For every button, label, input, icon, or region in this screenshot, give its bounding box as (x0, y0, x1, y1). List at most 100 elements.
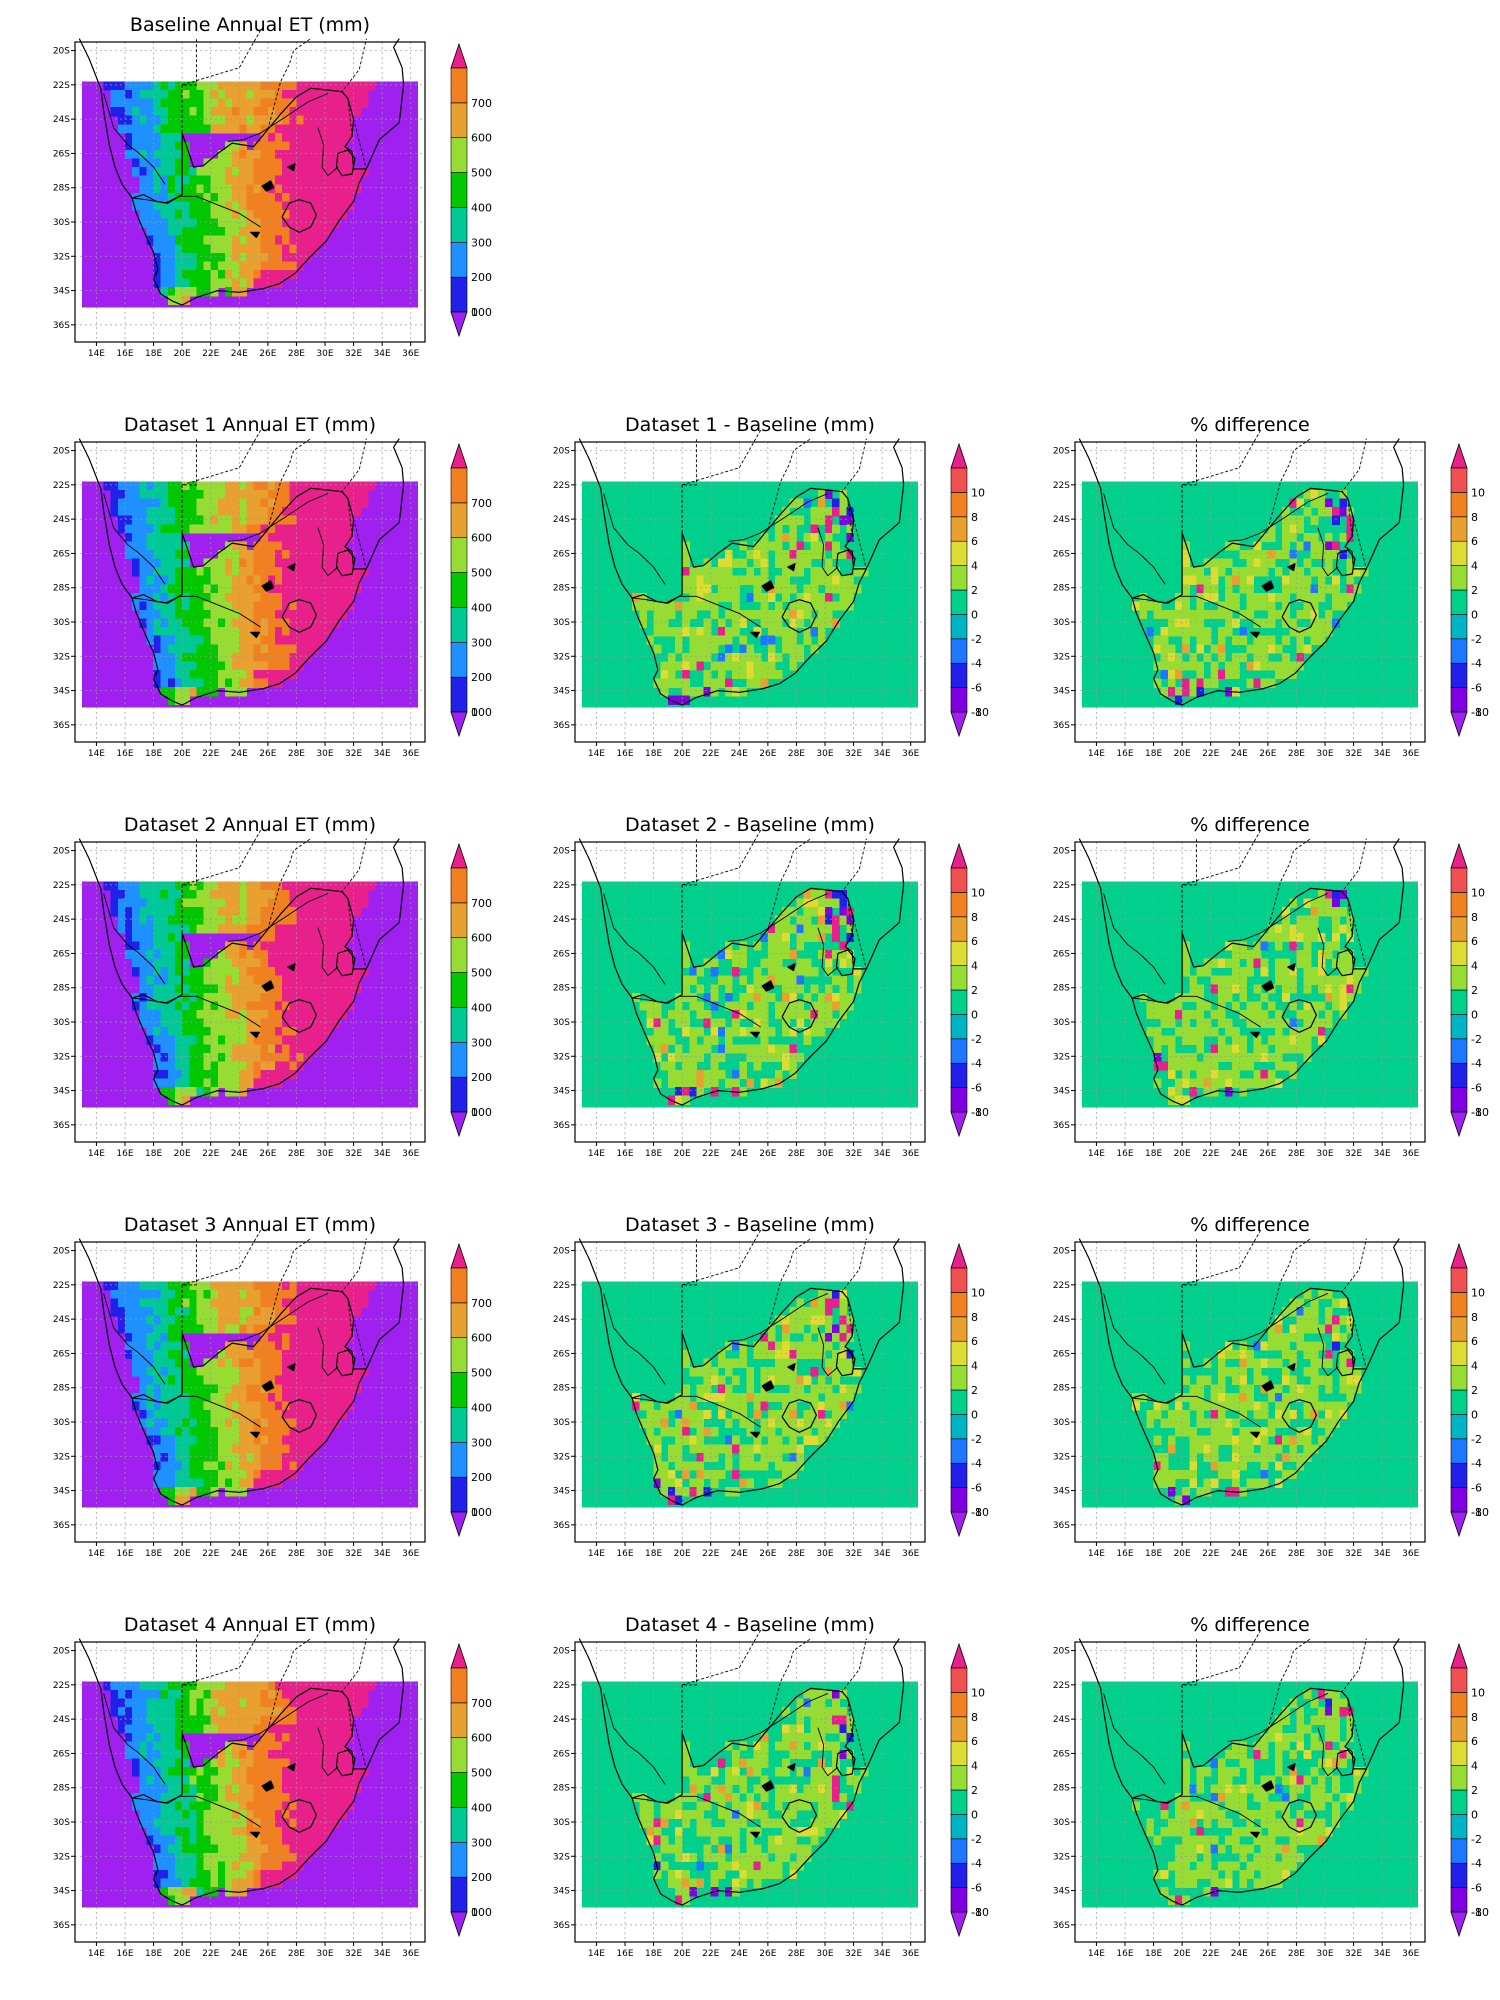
colorbar-label: 400 (471, 601, 492, 614)
lat-tick-label: 28S (1053, 984, 1070, 994)
colorbar: -10-8 -6 -4 -2 0 2 4 6 8 10 (1450, 1642, 1489, 1938)
lat-tick-label: 28S (53, 184, 70, 194)
colorbar-label: 100 (471, 1106, 492, 1119)
lon-tick-label: 30E (1316, 1549, 1333, 1559)
colorbar-label: 2 (1471, 1384, 1478, 1397)
data-grid (82, 1281, 418, 1508)
colorbar-label: -4 (1471, 657, 1482, 670)
lat-tick-label: 28S (553, 584, 570, 594)
lon-tick-label: 26E (1259, 749, 1276, 759)
colorbar-label: 0 (1471, 1808, 1478, 1821)
colorbar-label: 8 (1471, 511, 1478, 524)
colorbar-label: 10 (971, 1686, 985, 1699)
colorbar-label: -8 (1471, 1906, 1482, 1919)
lat-tick-label: 30S (553, 1018, 570, 1028)
graticule (75, 1242, 425, 1542)
lon-tick-label: 22E (702, 1549, 719, 1559)
lon-tick-label: 16E (1116, 1549, 1133, 1559)
colorbar-label: 4 (1471, 1360, 1478, 1373)
colorbar-label: 200 (471, 671, 492, 684)
colorbar-label: -2 (1471, 1833, 1482, 1846)
lon-tick-label: 18E (145, 349, 162, 359)
lon-tick-label: 26E (1259, 1949, 1276, 1959)
lat-tick-label: 30S (1053, 1418, 1070, 1428)
colorbar-label: 0 (1471, 1008, 1478, 1021)
lon-tick-label: 26E (259, 349, 276, 359)
colorbar-label: 2 (971, 1384, 978, 1397)
lon-tick-label: 24E (731, 1149, 748, 1159)
lat-tick-label: 36S (1053, 721, 1070, 731)
lon-tick-label: 16E (116, 349, 133, 359)
colorbar-label: -6 (971, 1482, 982, 1495)
lat-tick-label: 34S (53, 1887, 70, 1897)
lat-tick-label: 24S (553, 1715, 570, 1725)
lat-tick-label: 30S (53, 218, 70, 228)
coastlines (578, 429, 905, 706)
lon-tick-label: 22E (702, 1149, 719, 1159)
colorbar-label: 6 (1471, 535, 1478, 548)
colorbar-label: 0 (471, 706, 478, 719)
lon-tick-label: 24E (231, 1549, 248, 1559)
lon-tick-label: 16E (616, 1149, 633, 1159)
panel-title: % difference (1190, 1614, 1309, 1636)
lat-tick-label: 20S (53, 1647, 70, 1657)
lon-tick-label: 18E (145, 1549, 162, 1559)
lon-tick-label: 16E (116, 749, 133, 759)
lon-tick-label: 22E (202, 1949, 219, 1959)
colorbar-label: 700 (471, 1697, 492, 1710)
lon-tick-label: 34E (1374, 1149, 1391, 1159)
colorbar-label: 300 (471, 636, 492, 649)
lon-tick-label: 36E (1402, 1949, 1419, 1959)
lat-tick-label: 32S (553, 1852, 570, 1862)
lat-tick-label: 20S (1053, 447, 1070, 457)
lat-tick-label: 26S (53, 949, 70, 959)
lat-tick-label: 36S (53, 1521, 70, 1531)
lon-tick-label: 28E (788, 1949, 805, 1959)
lat-tick-label: 32S (1053, 1052, 1070, 1062)
lon-tick-label: 30E (1316, 1949, 1333, 1959)
lat-tick-label: 26S (1053, 549, 1070, 559)
panel-title: % difference (1190, 414, 1309, 436)
lon-tick-label: 20E (1174, 1549, 1191, 1559)
colorbar-label: 600 (471, 132, 492, 145)
lon-tick-label: 22E (202, 349, 219, 359)
lat-tick-label: 22S (1053, 881, 1070, 891)
colorbar-label: -4 (971, 1857, 982, 1870)
lon-tick-label: 28E (288, 749, 305, 759)
colorbar-label: -4 (971, 1457, 982, 1470)
lon-tick-label: 14E (1088, 1149, 1105, 1159)
map-frame (74, 1641, 426, 1943)
colorbar-label: 10 (1471, 886, 1485, 899)
colorbar-label: 8 (1471, 911, 1478, 924)
lon-tick-label: 20E (174, 349, 191, 359)
lat-tick-label: 20S (553, 1647, 570, 1657)
colorbar-label: 200 (471, 1071, 492, 1084)
map-panel-ds4-diff: Dataset 4 - Baseline (mm) 14E 16E 18E 20E 22E… (553, 1614, 989, 1959)
lon-tick-label: 20E (674, 1949, 691, 1959)
colorbar-label: 0 (1471, 1408, 1478, 1421)
lat-tick-label: 34S (1053, 1887, 1070, 1897)
lon-tick-label: 14E (588, 1549, 605, 1559)
colorbar-label: 10 (1471, 1686, 1485, 1699)
data-grid (582, 481, 918, 708)
panel-title: Dataset 3 Annual ET (mm) (124, 1214, 376, 1236)
lat-tick-label: 36S (553, 1921, 570, 1931)
panel-title: Dataset 4 Annual ET (mm) (124, 1614, 376, 1636)
lon-tick-label: 14E (588, 1949, 605, 1959)
lon-tick-label: 36E (402, 1949, 419, 1959)
map-frame (574, 441, 926, 743)
panel-title: Dataset 2 - Baseline (mm) (625, 814, 875, 836)
colorbar-label: 300 (471, 1436, 492, 1449)
lat-tick-label: 24S (53, 915, 70, 925)
colorbar-label: 0 (471, 1906, 478, 1919)
colorbar-label: -6 (971, 1082, 982, 1095)
colorbar-label: 600 (471, 1332, 492, 1345)
lon-tick-label: 24E (1231, 1149, 1248, 1159)
lon-tick-label: 18E (645, 749, 662, 759)
lon-tick-label: 16E (616, 749, 633, 759)
lon-tick-label: 24E (231, 1949, 248, 1959)
coastlines (78, 1629, 405, 1906)
lat-tick-label: 28S (53, 1784, 70, 1794)
data-grid (82, 81, 418, 308)
